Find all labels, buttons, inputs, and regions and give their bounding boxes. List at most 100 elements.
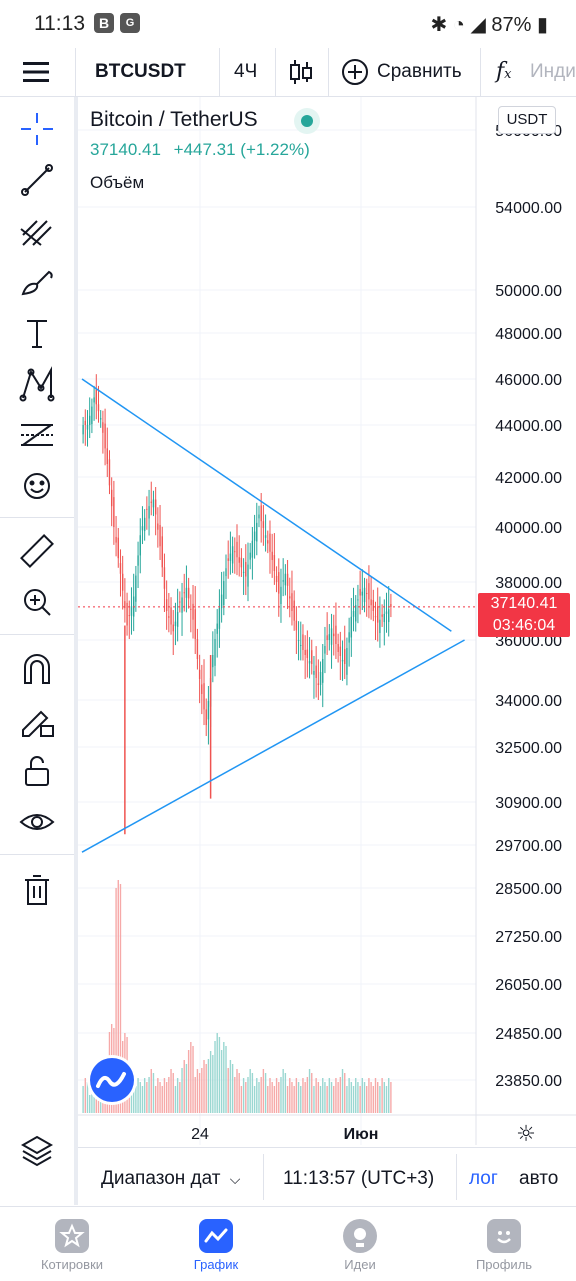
volume-bar <box>91 1087 93 1113</box>
magnet-icon[interactable] <box>17 649 57 689</box>
price-chart[interactable]: 56000.0054000.0050000.0048000.0046000.00… <box>78 97 576 1147</box>
volume-bar <box>251 1073 254 1113</box>
volume-bar <box>315 1078 317 1113</box>
candle-body <box>366 593 368 595</box>
auto-scale-toggle[interactable]: авто <box>519 1168 559 1189</box>
candle-body <box>113 497 115 527</box>
candle-body <box>238 557 240 563</box>
candle-body <box>192 603 194 620</box>
trend-line-icon[interactable] <box>17 160 57 200</box>
smiley-icon <box>487 1219 521 1253</box>
crosshair-icon[interactable] <box>17 109 57 149</box>
volume-bar <box>82 1086 84 1113</box>
volume-bar <box>212 1055 214 1113</box>
volume-bar <box>157 1078 159 1113</box>
zoom-in-icon[interactable] <box>17 582 57 622</box>
candle-body <box>253 531 256 541</box>
volume-bar <box>174 1086 177 1113</box>
candle-body <box>348 632 350 643</box>
candle-body <box>187 587 190 599</box>
candle-body <box>86 425 89 430</box>
candle-body <box>247 564 249 587</box>
brush-icon[interactable] <box>17 262 57 302</box>
clock-timezone[interactable]: 11:13:57 (UTC+3) <box>283 1168 435 1189</box>
text-icon[interactable] <box>17 313 57 353</box>
volume-bar <box>141 1086 144 1113</box>
candle-body <box>205 709 207 726</box>
emoji-icon[interactable] <box>17 466 57 506</box>
top-toolbar: BTCUSDT 4Ч Сравнить fx Инди <box>0 48 576 97</box>
volume-bar <box>348 1078 350 1113</box>
volume-bar <box>346 1086 348 1113</box>
volume-bar <box>247 1077 249 1113</box>
chart-area[interactable]: 56000.0054000.0050000.0048000.0046000.00… <box>78 97 576 1147</box>
volume-bar <box>172 1073 174 1113</box>
nav-profile[interactable]: Профиль <box>432 1207 576 1281</box>
y-tick-label: 42000.00 <box>495 470 562 487</box>
lock-drawing-icon[interactable] <box>17 700 57 740</box>
volume-bar <box>328 1078 331 1113</box>
fib-levels-icon[interactable] <box>17 415 57 455</box>
volume-bar <box>295 1078 298 1113</box>
candle-body <box>143 517 146 532</box>
indicators-button[interactable]: Инди <box>530 61 576 82</box>
date-range-button[interactable]: Диапазон дат ⌵ <box>101 1148 240 1206</box>
volume-bar <box>236 1069 238 1113</box>
layers-icon[interactable] <box>17 1131 57 1171</box>
tradingview-logo[interactable] <box>90 1058 134 1102</box>
volume-bar <box>163 1078 166 1113</box>
candle-body <box>370 599 372 606</box>
candle-body <box>291 593 293 611</box>
currency-badge[interactable]: USDT <box>498 106 556 134</box>
volume-bar <box>260 1077 262 1113</box>
trash-icon[interactable] <box>17 870 57 910</box>
candle-body <box>383 613 386 623</box>
volume-bar <box>225 1046 227 1113</box>
volume-bar <box>231 1064 234 1113</box>
candle-body <box>137 555 139 566</box>
settings-gear-icon[interactable]: ☼ <box>516 1122 536 1147</box>
candle-body <box>130 606 133 616</box>
volume-bar <box>154 1086 157 1113</box>
candle-body <box>146 508 148 510</box>
volume-bar <box>187 1050 190 1113</box>
legend-last-price: 37140.41 <box>90 140 161 159</box>
pitchfork-icon[interactable] <box>17 211 57 251</box>
unlock-icon[interactable] <box>17 751 57 791</box>
nav-chart-label: График <box>193 1257 239 1272</box>
volume-bar <box>388 1078 390 1113</box>
candle-body <box>377 606 379 623</box>
indicators-fx-icon[interactable]: fx <box>496 59 512 84</box>
candles-icon[interactable] <box>288 48 314 96</box>
compare-button[interactable]: Сравнить <box>377 61 462 82</box>
nav-quotes[interactable]: Котировки <box>0 1207 144 1281</box>
chart-icon <box>199 1219 233 1253</box>
y-tick-label: 38000.00 <box>495 575 562 592</box>
pattern-icon[interactable] <box>17 364 57 404</box>
candle-body <box>297 640 300 641</box>
candle-body <box>295 620 298 631</box>
volume-bar <box>302 1078 304 1113</box>
volume-bar <box>93 1091 95 1113</box>
volume-bar <box>330 1082 333 1113</box>
interval-button[interactable]: 4Ч <box>234 61 258 82</box>
candle-body <box>104 423 106 449</box>
candle-body <box>102 422 104 433</box>
status-right: ✱ ◔ ◢ 87% ▮ <box>430 12 548 37</box>
compare-plus-icon[interactable] <box>341 48 369 96</box>
log-scale-toggle[interactable]: лог <box>469 1168 498 1189</box>
volume-bar <box>341 1069 344 1113</box>
nav-chart[interactable]: График <box>144 1207 288 1281</box>
candle-body <box>82 425 84 435</box>
eye-icon[interactable] <box>17 802 57 842</box>
candle-body <box>278 572 280 594</box>
candle-body <box>150 501 152 503</box>
legend-volume-label: Объём <box>90 173 145 192</box>
hamburger-icon[interactable] <box>22 48 52 96</box>
battery-percent: 87% <box>491 14 532 36</box>
symbol-button[interactable]: BTCUSDT <box>95 61 186 82</box>
nav-ideas[interactable]: Идеи <box>288 1207 432 1281</box>
ruler-icon[interactable] <box>17 531 57 571</box>
volume-bar <box>176 1078 179 1113</box>
y-tick-label: 23850.00 <box>495 1073 562 1090</box>
